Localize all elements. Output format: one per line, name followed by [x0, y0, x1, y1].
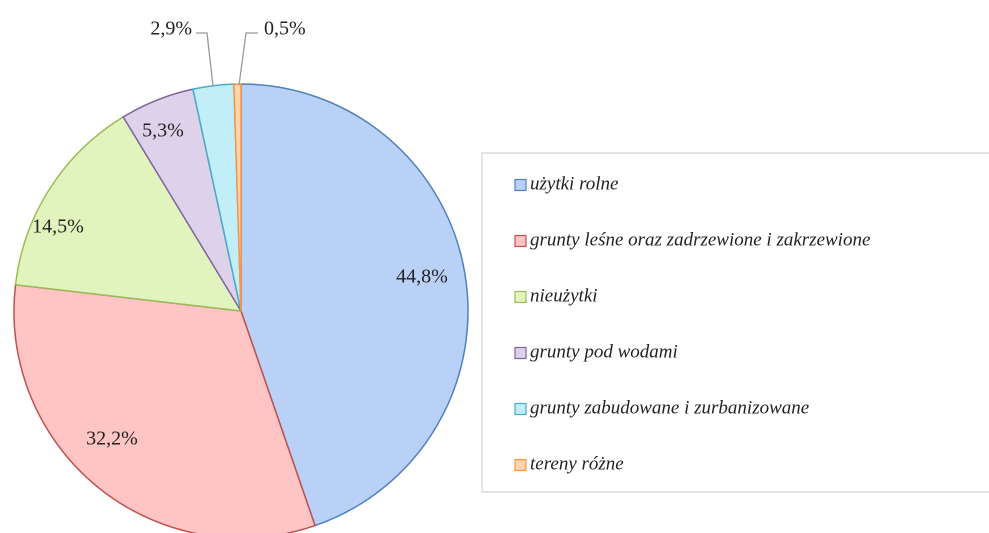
legend-swatch: [514, 402, 527, 416]
legend: użytki rolne grunty leśne oraz zadrzewion…: [514, 173, 870, 474]
legend-swatch: [514, 458, 527, 472]
legend-swatch: [514, 234, 527, 248]
legend-label: nieużytki: [530, 285, 598, 306]
legend-label: grunty zabudowane i zurbanizowane: [530, 397, 809, 418]
data-label: 32,2%: [86, 428, 138, 450]
legend-label: użytki rolne: [530, 173, 618, 194]
legend-label: grunty pod wodami: [530, 341, 678, 362]
data-label: 0,5%: [264, 18, 306, 40]
legend-box: [481, 152, 989, 493]
data-label: 2,9%: [150, 18, 192, 40]
data-label: 5,3%: [142, 120, 184, 142]
data-label: 44,8%: [396, 266, 448, 288]
pie-slice: [233, 83, 242, 312]
leader-line: [238, 32, 258, 86]
leader-line: [196, 32, 214, 87]
data-label: 14,5%: [32, 216, 84, 238]
pie-slice: [14, 115, 243, 312]
pie-slice: [13, 283, 317, 533]
legend-swatch: [514, 178, 527, 192]
legend-label: tereny różne: [530, 453, 624, 474]
pie-slice: [240, 83, 469, 527]
legend-swatch: [514, 290, 527, 304]
legend-label: grunty leśne oraz zadrzewione i zakrzewi…: [530, 229, 870, 250]
legend-swatch: [514, 346, 527, 360]
